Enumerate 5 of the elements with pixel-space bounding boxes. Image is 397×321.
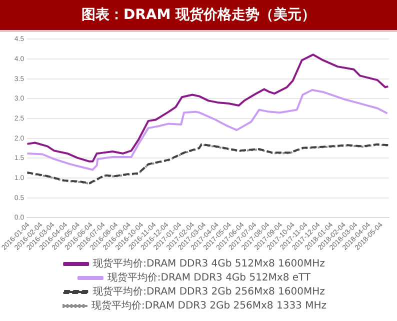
legend-label: 现货平均价:DRAM DDR3 2Gb 256Mx8 1333 MHz bbox=[92, 300, 327, 312]
legend-label: 现货平均价:DRAM DDR3 4Gb 512Mx8 eTT bbox=[107, 272, 312, 284]
chart-title: 图表：DRAM 现货价格走势（美元） bbox=[0, 0, 397, 32]
legend-label: 现货平均价:DRAM DDR3 4Gb 512Mx8 1600MHz bbox=[93, 258, 325, 270]
legend-label: 现货平均价:DRAM DDR3 2Gb 256Mx8 1600MHz bbox=[93, 286, 325, 298]
